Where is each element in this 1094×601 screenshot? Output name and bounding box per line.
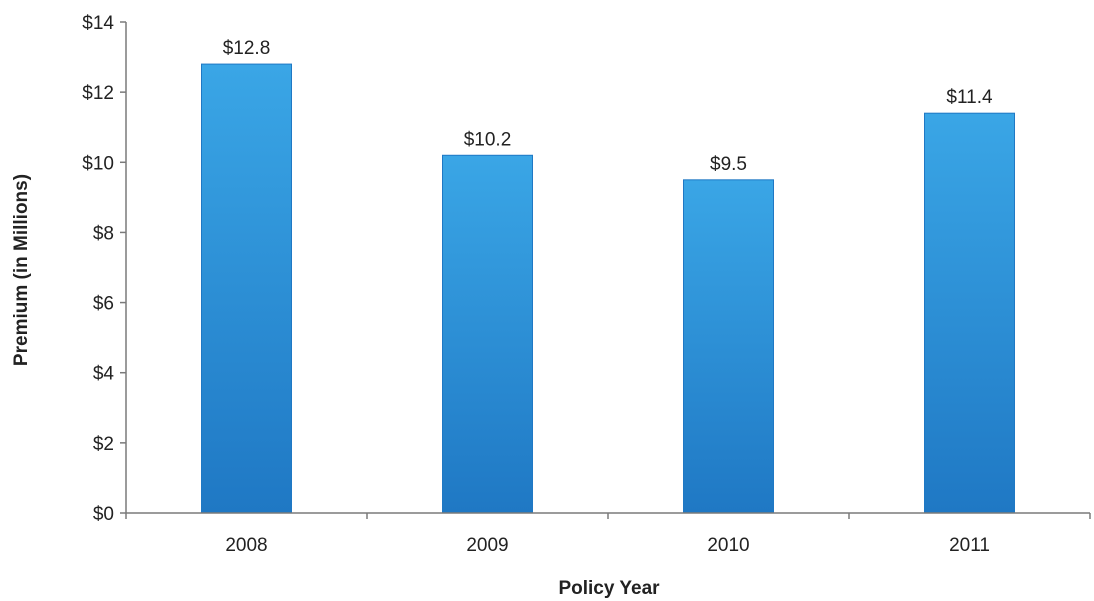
- bar-2009: [442, 154, 533, 514]
- y-axis-ticks: $0 $2 $4 $6 $8 $10 $12 $14: [82, 13, 126, 525]
- y-tick-label: $2: [93, 434, 114, 455]
- y-tick-label: $10: [82, 153, 114, 174]
- x-axis-title: Policy Year: [558, 578, 660, 599]
- x-tick-label-2011: 2011: [949, 535, 990, 556]
- bars: [201, 63, 1015, 514]
- data-label-2009: $10.2: [464, 129, 512, 150]
- bar-2008: [201, 63, 292, 514]
- y-tick-label: $0: [93, 504, 114, 525]
- y-tick-label: $4: [93, 364, 115, 385]
- x-axis-ticks: 2008 2009 2010 2011: [125, 513, 1091, 556]
- x-tick-label-2008: 2008: [225, 535, 267, 556]
- bar-2011: [924, 112, 1015, 514]
- data-labels: $12.8 $10.2 $9.5 $11.4: [223, 38, 993, 175]
- data-label-2008: $12.8: [223, 38, 271, 59]
- bar-2010: [683, 179, 774, 514]
- x-tick-label-2010: 2010: [707, 535, 749, 556]
- y-tick-label: $14: [82, 13, 114, 34]
- data-label-2011: $11.4: [946, 87, 993, 108]
- data-label-2010: $9.5: [710, 154, 747, 175]
- y-axis-title: Premium (in Millions): [11, 174, 32, 366]
- x-tick-label-2009: 2009: [466, 535, 508, 556]
- y-tick-label: $8: [93, 223, 114, 244]
- y-tick-label: $6: [93, 294, 114, 315]
- y-tick-label: $12: [82, 83, 114, 104]
